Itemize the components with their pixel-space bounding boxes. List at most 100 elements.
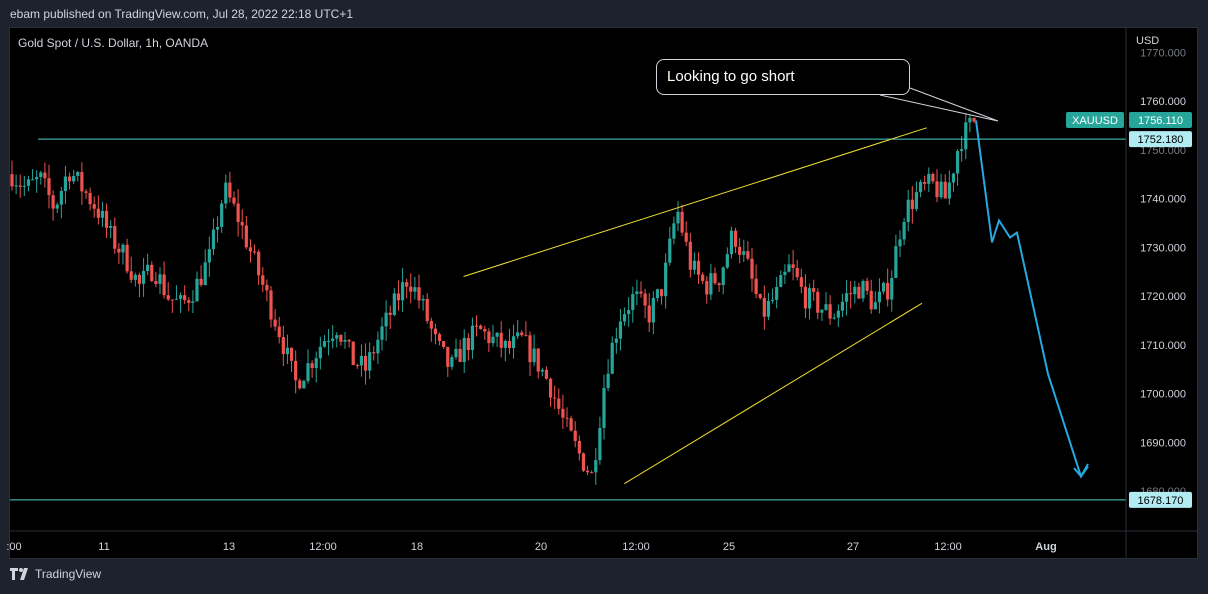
candle-body: [951, 173, 956, 183]
candle-body: [614, 338, 618, 343]
candle-body: [659, 289, 664, 297]
y-tick-label: 1730.000: [1140, 242, 1186, 254]
candle-body: [380, 326, 384, 340]
candle-body: [955, 151, 960, 174]
candle-body: [318, 346, 322, 359]
candle-body: [277, 326, 281, 338]
candle-body: [520, 332, 524, 336]
candle-body: [770, 299, 775, 301]
candle-body: [647, 305, 651, 323]
candle-body: [585, 470, 590, 473]
candle-body: [516, 332, 520, 337]
x-tick-label: :00: [6, 541, 21, 553]
candle-body: [606, 373, 610, 389]
chart-frame[interactable]: [9, 27, 1198, 559]
candle-body: [733, 230, 738, 247]
candle-body: [865, 280, 869, 291]
candle-body: [507, 340, 512, 349]
candle-body: [174, 298, 179, 300]
candle-body: [939, 181, 943, 198]
candle-body: [388, 312, 392, 316]
candle-body: [240, 222, 244, 226]
y-tick-label: 1740.000: [1140, 194, 1186, 206]
candle-body: [548, 378, 553, 398]
projection-path: [975, 120, 1089, 479]
candle-body: [232, 197, 236, 204]
candle-body: [557, 398, 561, 409]
candle-body: [643, 293, 647, 306]
candle-body: [787, 264, 791, 272]
candle-body: [738, 246, 742, 255]
candle-body: [454, 348, 458, 358]
candle-body: [668, 238, 672, 263]
candle-body: [84, 191, 88, 193]
candle-body: [853, 286, 857, 295]
wedge-trendline: [463, 127, 927, 277]
candle-body: [729, 230, 734, 255]
wedge-trendline: [623, 302, 923, 485]
footer-brand-label: TradingView: [35, 567, 102, 581]
wedge-group: [463, 127, 927, 485]
candle-body: [113, 226, 117, 249]
candle-body: [22, 185, 26, 187]
candle-body: [836, 310, 840, 318]
candle-body: [343, 340, 347, 342]
candle-body: [721, 267, 725, 286]
x-tick-label: Aug: [1035, 541, 1056, 553]
candle-body: [655, 289, 660, 299]
candle-body: [67, 176, 72, 182]
candle-body: [544, 369, 549, 379]
candle-body: [960, 149, 964, 152]
published-header: ebam published on TradingView.com, Jul 2…: [10, 7, 353, 21]
candle-body: [795, 267, 799, 278]
footer-brand[interactable]: TradingView: [10, 567, 101, 581]
candle-body: [491, 336, 495, 344]
candle-body: [803, 286, 808, 309]
candle-body: [503, 340, 507, 348]
candle-body: [627, 310, 631, 315]
candle-body: [437, 334, 442, 341]
candle-body: [528, 335, 532, 363]
y-tick-label: 1710.000: [1140, 340, 1186, 352]
candle-body: [622, 314, 627, 322]
candle-body: [363, 355, 368, 371]
candle-body: [635, 291, 639, 294]
candle-body: [314, 358, 318, 368]
candle-body: [701, 274, 705, 282]
candle-body: [51, 195, 55, 209]
candle-body: [807, 288, 812, 309]
candle-body: [964, 122, 968, 150]
candle-body: [306, 363, 310, 381]
candle-body: [400, 282, 405, 301]
candle-body: [109, 226, 113, 228]
candle-body: [257, 251, 261, 276]
candle-body: [285, 347, 290, 355]
candle-body: [187, 300, 191, 303]
candle-body: [203, 262, 207, 285]
candle-body: [832, 317, 836, 319]
candle-body: [696, 260, 701, 275]
candle-body: [902, 222, 906, 240]
candle-body: [923, 181, 927, 184]
candle-body: [532, 348, 536, 363]
projection-group: [975, 120, 1089, 479]
levels-group: [10, 138, 1126, 501]
candle-body: [470, 325, 475, 351]
y-tick-label-faded: 1750.000: [1140, 145, 1186, 157]
candle-body: [409, 286, 413, 292]
candle-body: [762, 298, 766, 317]
y-tick-label: 1700.000: [1140, 389, 1186, 401]
candle-body: [133, 274, 137, 280]
candle-body: [261, 275, 265, 285]
candle-body: [524, 335, 528, 337]
x-tick-label: 12:00: [934, 541, 962, 553]
y-axis-currency: USD: [1136, 35, 1159, 47]
candle-body: [840, 301, 845, 311]
candle-body: [141, 271, 146, 284]
callout-note[interactable]: Looking to go short: [656, 59, 910, 95]
candle-body: [96, 208, 100, 218]
candle-body: [725, 254, 729, 268]
callout-tail: [879, 87, 999, 122]
candle-body: [890, 277, 894, 300]
